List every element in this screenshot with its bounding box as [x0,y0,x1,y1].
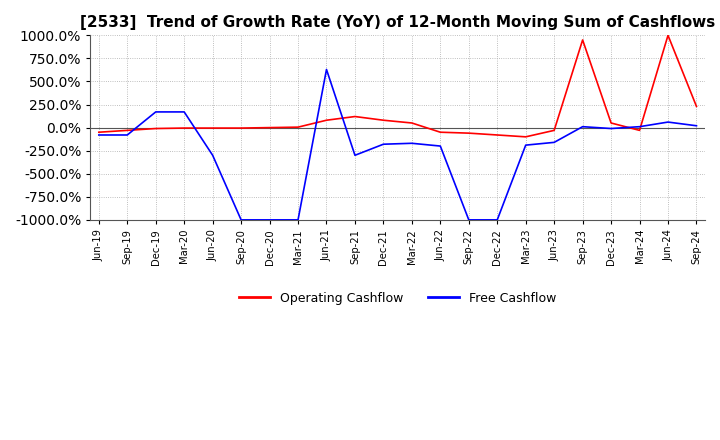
Free Cashflow [664,119,672,125]
Free Cashflow [180,109,189,114]
Free Cashflow [123,132,132,138]
Free Cashflow [237,217,246,223]
Operating Cashflow [464,131,473,136]
Operating Cashflow [351,114,359,119]
Operating Cashflow [436,129,445,135]
Operating Cashflow [180,125,189,131]
Title: [2533]  Trend of Growth Rate (YoY) of 12-Month Moving Sum of Cashflows: [2533] Trend of Growth Rate (YoY) of 12-… [80,15,715,30]
Free Cashflow [294,217,302,223]
Operating Cashflow [379,117,388,123]
Operating Cashflow [635,128,644,133]
Free Cashflow [436,143,445,149]
Operating Cashflow [664,33,672,38]
Operating Cashflow [692,104,701,109]
Operating Cashflow [493,132,502,138]
Free Cashflow [351,153,359,158]
Free Cashflow [635,124,644,129]
Line: Free Cashflow: Free Cashflow [99,70,696,220]
Operating Cashflow [94,129,103,135]
Operating Cashflow [123,128,132,133]
Free Cashflow [607,126,616,131]
Free Cashflow [493,217,502,223]
Operating Cashflow [408,121,416,126]
Operating Cashflow [265,125,274,130]
Operating Cashflow [237,125,246,131]
Operating Cashflow [607,121,616,126]
Free Cashflow [208,153,217,158]
Free Cashflow [408,141,416,146]
Free Cashflow [578,124,587,129]
Free Cashflow [94,132,103,138]
Free Cashflow [464,217,473,223]
Free Cashflow [692,123,701,128]
Free Cashflow [151,109,160,114]
Legend: Operating Cashflow, Free Cashflow: Operating Cashflow, Free Cashflow [233,286,562,310]
Free Cashflow [521,143,530,148]
Operating Cashflow [208,125,217,131]
Operating Cashflow [578,37,587,43]
Free Cashflow [265,217,274,223]
Free Cashflow [550,140,559,145]
Operating Cashflow [294,125,302,130]
Free Cashflow [322,67,330,72]
Operating Cashflow [550,128,559,133]
Operating Cashflow [151,126,160,131]
Operating Cashflow [521,134,530,139]
Line: Operating Cashflow: Operating Cashflow [99,35,696,137]
Operating Cashflow [322,117,330,123]
Free Cashflow [379,142,388,147]
